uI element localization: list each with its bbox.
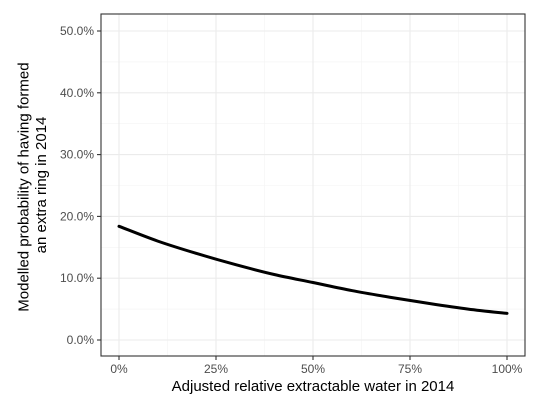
x-tick-label: 100%: [492, 362, 523, 376]
y-tick-label: 0.0%: [67, 333, 95, 347]
y-tick-label: 50.0%: [60, 24, 94, 38]
y-tick-label: 30.0%: [60, 148, 94, 162]
y-axis-title: Modelled probability of having formed an…: [16, 58, 50, 311]
y-axis-title-line-2: an extra ring in 2014: [33, 117, 50, 254]
y-tick-label: 20.0%: [60, 209, 94, 223]
x-axis-title: Adjusted relative extractable water in 2…: [172, 378, 455, 395]
y-tick-label: 40.0%: [60, 86, 94, 100]
x-axis: 0% 25% 50% 75% 100%: [110, 356, 522, 376]
y-axis: 0.0% 10.0% 20.0% 30.0% 40.0% 50.0%: [60, 24, 101, 347]
x-tick-label: 25%: [204, 362, 228, 376]
x-tick-label: 75%: [398, 362, 422, 376]
y-tick-label: 10.0%: [60, 271, 94, 285]
x-tick-label: 0%: [110, 362, 128, 376]
y-axis-title-line-1: Modelled probability of having formed: [16, 62, 33, 311]
x-tick-label: 50%: [301, 362, 325, 376]
